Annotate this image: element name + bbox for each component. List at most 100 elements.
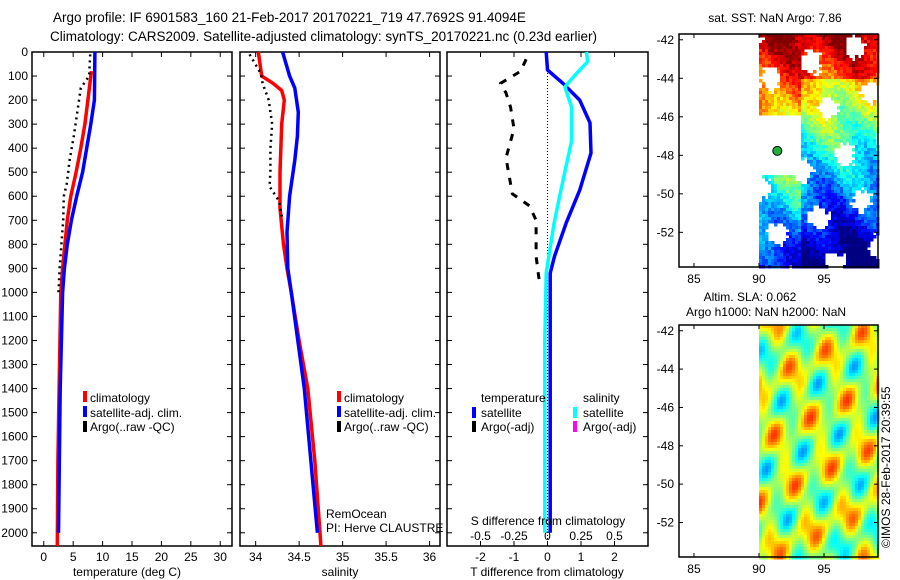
map-cell (761, 475, 766, 479)
map-cell (770, 196, 775, 200)
map-cell (770, 328, 775, 332)
map-cell (857, 79, 862, 83)
map-cell (821, 127, 826, 131)
map-cell (779, 433, 784, 437)
map-cell (791, 346, 796, 350)
map-cell (803, 454, 808, 458)
map-cell (851, 508, 856, 512)
map-cell (830, 481, 835, 485)
map-cell (860, 106, 865, 110)
map-cell (818, 145, 823, 149)
map-cell (794, 244, 799, 248)
map-cell (803, 457, 808, 461)
map-cell (779, 394, 784, 398)
map-cell (815, 424, 820, 428)
map-cell (863, 406, 868, 410)
map-cell (788, 340, 793, 344)
map-cell (818, 364, 823, 368)
map-cell (857, 490, 862, 494)
map-cell (815, 118, 820, 122)
map-cell (785, 511, 790, 515)
map-cell (764, 352, 769, 356)
map-cell (776, 370, 781, 374)
map-cell (839, 400, 844, 404)
map-cell (773, 460, 778, 464)
map-cell (818, 493, 823, 497)
map-cell (854, 151, 859, 155)
map-cell (836, 97, 841, 101)
map-cell (770, 379, 775, 383)
map-cell (869, 34, 874, 38)
map-cell (758, 472, 763, 476)
map-cell (791, 502, 796, 506)
map-cell (824, 79, 829, 83)
map-cell (782, 514, 787, 518)
map-cell (815, 76, 820, 80)
map-cell (827, 421, 832, 425)
map-cell (806, 235, 811, 239)
map-cell (779, 337, 784, 341)
map-cell (794, 88, 799, 92)
map-cell (836, 175, 841, 179)
map-cell (758, 427, 763, 431)
map-cell (842, 37, 847, 41)
map-cell (818, 328, 823, 332)
map-cell (779, 40, 784, 44)
map-cell (851, 418, 856, 422)
map-cell (842, 451, 847, 455)
map-cell (782, 439, 787, 443)
map-cell (767, 397, 772, 401)
map-cell (800, 103, 805, 107)
map-cell (872, 388, 877, 392)
map-cell (860, 364, 865, 368)
map-cell (788, 403, 793, 407)
map-cell (863, 517, 868, 521)
map-cell (833, 337, 838, 341)
map-cell (854, 454, 859, 458)
map-cell (800, 226, 805, 230)
map-cell (800, 427, 805, 431)
map-cell (869, 205, 874, 209)
map-cell (857, 385, 862, 389)
map-cell (761, 34, 766, 38)
map-cell (830, 127, 835, 131)
map-cell (836, 355, 841, 359)
map-cell (761, 424, 766, 428)
map-cell (809, 367, 814, 371)
map-cell (779, 358, 784, 362)
map-cell (821, 259, 826, 263)
map-cell (845, 409, 850, 413)
map-cell (860, 145, 865, 149)
map-cell (857, 361, 862, 365)
map-cell (770, 58, 775, 62)
map-cell (764, 508, 769, 512)
map-cell (824, 517, 829, 521)
map-cell (782, 34, 787, 38)
map-cell (794, 343, 799, 347)
map-cell (869, 151, 874, 155)
map-cell (830, 373, 835, 377)
map-cell (827, 178, 832, 182)
map-cell (818, 262, 823, 266)
map-cell (773, 514, 778, 518)
map-cell (809, 205, 814, 209)
map-cell (800, 415, 805, 419)
map-cell (839, 421, 844, 425)
map-cell (767, 202, 772, 206)
map-cell (821, 169, 826, 173)
map-cell (827, 127, 832, 131)
map-cell (821, 415, 826, 419)
map-cell (785, 223, 790, 227)
map-cell (797, 328, 802, 332)
map-cell (827, 448, 832, 452)
map-cell (776, 82, 781, 86)
map-cell (869, 187, 874, 191)
map-cell (872, 484, 877, 488)
map-cell (833, 403, 838, 407)
map-cell (872, 169, 877, 173)
map-cell (785, 412, 790, 416)
map-cell (776, 454, 781, 458)
map-cell (839, 106, 844, 110)
map-cell (773, 256, 778, 260)
map-cell (803, 430, 808, 434)
